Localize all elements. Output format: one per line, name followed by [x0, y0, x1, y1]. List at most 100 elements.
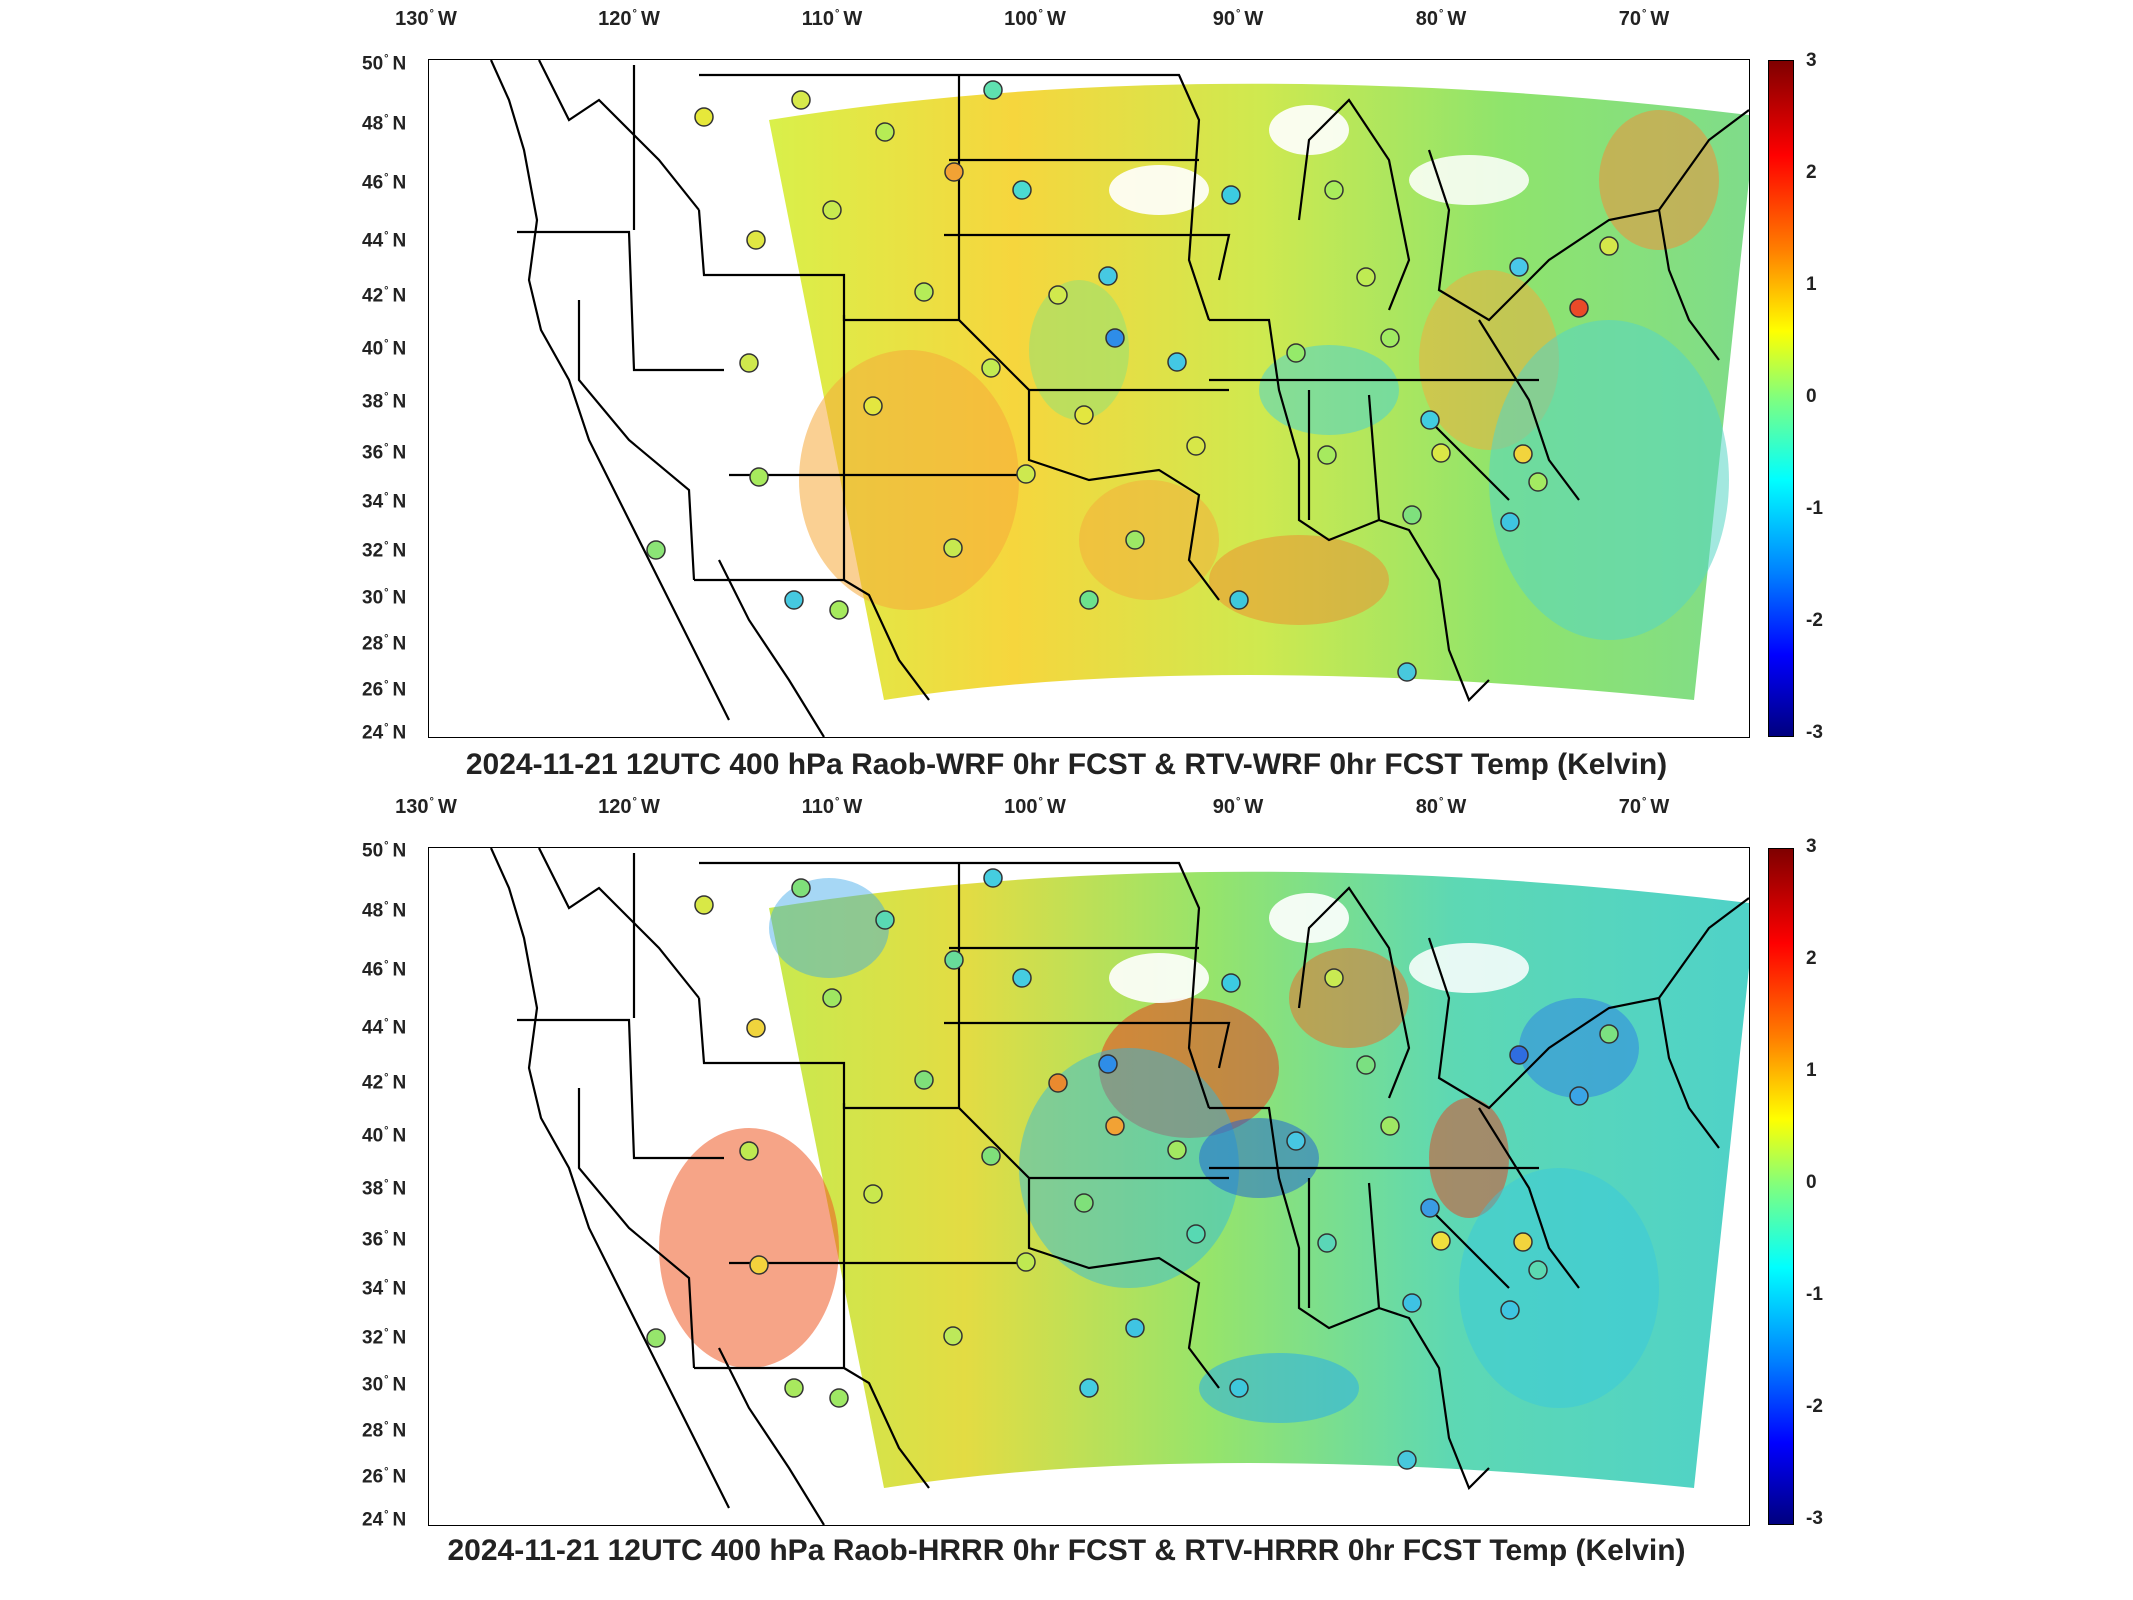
lat-tick: 46° N: [362, 959, 407, 981]
lon-tick: 90° W: [1212, 8, 1264, 30]
station-marker: [1079, 1378, 1099, 1398]
colorbar-tick: 2: [1806, 948, 1817, 969]
station-marker: [1599, 1024, 1619, 1044]
warm-anomaly: [1079, 480, 1219, 600]
station-marker: [791, 878, 811, 898]
station-marker: [1167, 1140, 1187, 1160]
station-marker: [1431, 1231, 1451, 1251]
lat-tick: 48° N: [362, 900, 407, 922]
station-marker: [1167, 352, 1187, 372]
station-marker: [746, 230, 766, 250]
cool-anomaly: [1519, 998, 1639, 1098]
warm-anomaly: [1209, 535, 1389, 625]
station-marker: [1012, 180, 1032, 200]
station-marker: [1229, 590, 1249, 610]
station-marker: [1079, 590, 1099, 610]
lon-tick: 120° W: [598, 8, 660, 30]
station-marker: [1048, 285, 1068, 305]
station-marker: [863, 396, 883, 416]
missing-data-patch: [1409, 155, 1529, 205]
lat-tick: 48° N: [362, 113, 407, 135]
raob-stations: [646, 80, 1619, 682]
station-marker: [1569, 1086, 1589, 1106]
lat-tick: 38° N: [362, 391, 407, 413]
station-marker: [739, 1141, 759, 1161]
colorbar-tick: 3: [1806, 50, 1817, 71]
station-marker: [944, 162, 964, 182]
lat-tick: 40° N: [362, 338, 407, 360]
cool-anomaly: [1199, 1353, 1359, 1423]
station-marker: [1317, 1233, 1337, 1253]
lon-tick: 70° W: [1618, 8, 1670, 30]
station-marker: [1599, 236, 1619, 256]
lat-tick: 26° N: [362, 1466, 407, 1488]
raob-stations: [646, 868, 1619, 1470]
cool-anomaly: [1459, 1168, 1659, 1408]
station-marker: [875, 910, 895, 930]
station-marker: [784, 1378, 804, 1398]
station-marker: [1317, 445, 1337, 465]
station-marker: [875, 122, 895, 142]
coastline-and-borders: [489, 848, 1749, 1525]
cool-anomaly: [1029, 280, 1129, 420]
colorbar-tick: -2: [1806, 1396, 1823, 1417]
station-marker: [914, 282, 934, 302]
station-marker: [1500, 512, 1520, 532]
station-marker: [1048, 1073, 1068, 1093]
colorbar-tick: -1: [1806, 498, 1823, 519]
station-marker: [1286, 1131, 1306, 1151]
station-marker: [1186, 436, 1206, 456]
station-marker: [981, 1146, 1001, 1166]
warm-anomaly: [799, 350, 1019, 610]
station-marker: [1380, 1116, 1400, 1136]
missing-data-patch: [1109, 953, 1209, 1003]
cool-anomaly: [1199, 1118, 1319, 1198]
map-area: [428, 59, 1750, 738]
colorbar-tick: -3: [1806, 1508, 1823, 1529]
colorbar-tick: 0: [1806, 386, 1817, 407]
lat-tick: 26° N: [362, 679, 407, 701]
lat-tick: 28° N: [362, 1420, 407, 1442]
warm-anomaly: [1599, 110, 1719, 250]
station-marker: [1286, 343, 1306, 363]
lon-tick: 100° W: [1004, 796, 1066, 818]
colorbar-tick: 2: [1806, 162, 1817, 183]
station-marker: [749, 1255, 769, 1275]
map-panel-bottom: 130° W 120° W 110° W 100° W 90° W 80° W 70° W 5…: [0, 790, 2133, 1600]
temperature-difference-map: [489, 60, 1749, 737]
warm-anomaly: [659, 1128, 839, 1368]
station-marker: [749, 467, 769, 487]
station-marker: [1221, 973, 1241, 993]
station-marker: [1528, 472, 1548, 492]
lon-tick: 90° W: [1212, 796, 1264, 818]
lat-tick: 50° N: [362, 53, 407, 75]
station-marker: [983, 868, 1003, 888]
lon-tick: 80° W: [1415, 796, 1467, 818]
missing-data-patch: [1269, 105, 1349, 155]
station-marker: [1509, 257, 1529, 277]
lat-tick: 24° N: [362, 1509, 407, 1531]
station-marker: [1402, 505, 1422, 525]
map-panel-top: 130° W 120° W 110° W 100° W 90° W 80° W 70° W 5…: [362, 8, 1823, 781]
station-marker: [1098, 1054, 1118, 1074]
colorbar: [1768, 60, 1794, 737]
lat-tick: 50° N: [362, 840, 407, 862]
station-marker: [746, 1018, 766, 1038]
station-marker: [1509, 1045, 1529, 1065]
cool-anomaly: [769, 878, 889, 978]
station-marker: [829, 1388, 849, 1408]
panel-title: 2024-11-21 12UTC 400 hPa Raob-WRF 0hr FC…: [465, 748, 1668, 781]
station-marker: [1356, 1055, 1376, 1075]
lon-tick: 70° W: [1618, 796, 1670, 818]
station-marker: [1098, 266, 1118, 286]
station-marker: [791, 90, 811, 110]
station-marker: [1402, 1293, 1422, 1313]
lon-tick: 120° W: [598, 796, 660, 818]
warm-anomaly: [1429, 1098, 1509, 1218]
station-marker: [822, 988, 842, 1008]
station-marker: [1074, 405, 1094, 425]
lat-tick: 34° N: [362, 491, 407, 513]
station-marker: [739, 353, 759, 373]
station-marker: [1016, 1252, 1036, 1272]
cool-anomaly: [1019, 1048, 1239, 1288]
